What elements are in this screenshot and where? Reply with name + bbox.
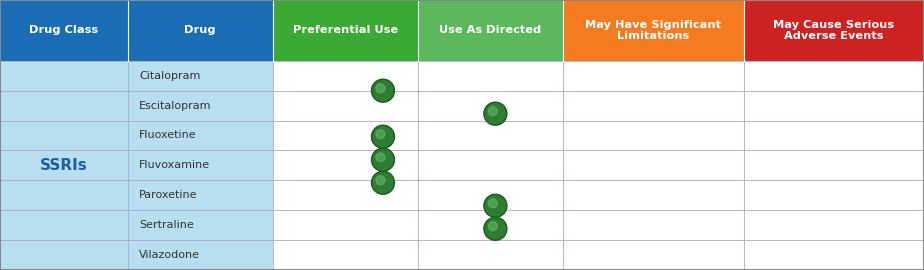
Circle shape	[484, 194, 507, 217]
Circle shape	[489, 222, 497, 231]
Circle shape	[373, 150, 393, 170]
Bar	[418, 61, 563, 270]
Bar	[128, 0, 273, 61]
Circle shape	[371, 171, 395, 194]
Circle shape	[485, 196, 505, 216]
Circle shape	[373, 81, 393, 101]
Text: Preferential Use: Preferential Use	[293, 25, 397, 35]
Text: Sertraline: Sertraline	[140, 220, 194, 230]
Circle shape	[376, 84, 385, 93]
Bar	[563, 61, 744, 270]
Text: Citalopram: Citalopram	[140, 71, 201, 81]
Circle shape	[373, 173, 393, 193]
Circle shape	[485, 104, 505, 124]
Circle shape	[489, 199, 497, 208]
Bar	[563, 0, 744, 61]
Text: Drug Class: Drug Class	[30, 25, 98, 35]
Text: Drug: Drug	[184, 25, 216, 35]
Circle shape	[484, 102, 507, 125]
Text: Use As Directed: Use As Directed	[439, 25, 541, 35]
Circle shape	[485, 219, 505, 239]
Bar	[418, 0, 563, 61]
Text: Fluoxetine: Fluoxetine	[140, 130, 197, 140]
Circle shape	[371, 125, 395, 148]
Circle shape	[489, 107, 497, 116]
Circle shape	[371, 79, 395, 102]
Text: May Have Significant
Limitations: May Have Significant Limitations	[585, 19, 722, 41]
Bar	[273, 61, 418, 270]
Circle shape	[371, 148, 395, 171]
Circle shape	[373, 127, 393, 147]
Bar	[744, 61, 924, 270]
Circle shape	[376, 153, 385, 162]
Text: Paroxetine: Paroxetine	[140, 190, 198, 200]
Text: SSRIs: SSRIs	[40, 158, 88, 173]
Text: Escitalopram: Escitalopram	[140, 101, 212, 111]
Text: Vilazodone: Vilazodone	[140, 250, 201, 260]
Bar	[744, 0, 924, 61]
Circle shape	[376, 130, 385, 139]
Circle shape	[484, 217, 507, 240]
Text: Fluvoxamine: Fluvoxamine	[140, 160, 211, 170]
Bar	[273, 0, 418, 61]
Bar	[128, 61, 273, 270]
Circle shape	[376, 176, 385, 185]
Bar	[0, 0, 128, 61]
Text: May Cause Serious
Adverse Events: May Cause Serious Adverse Events	[773, 19, 894, 41]
Bar	[0, 61, 128, 270]
